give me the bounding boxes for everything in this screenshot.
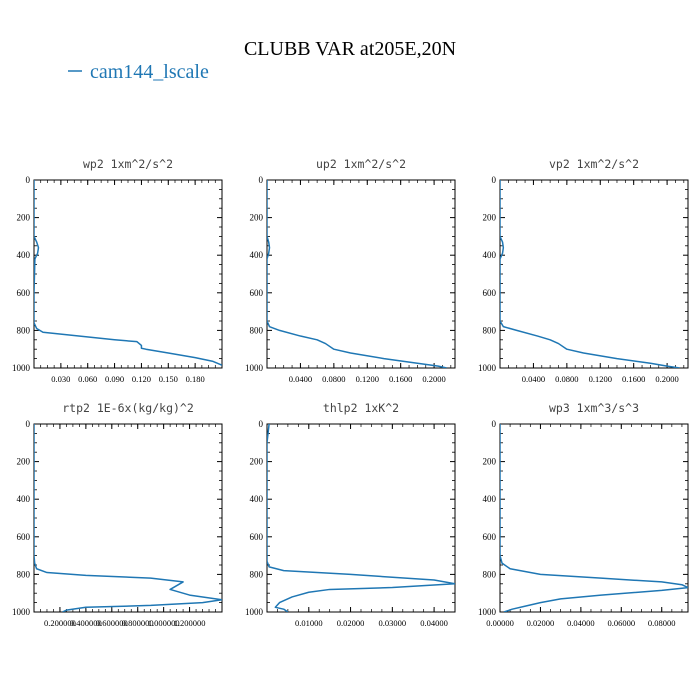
y-tick-label: 600	[17, 532, 31, 542]
y-tick-label: 1000	[245, 607, 264, 617]
y-tick-label: 1000	[12, 607, 31, 617]
x-tick-label: 0.0800	[322, 374, 345, 384]
x-tick-label: 0.060	[78, 374, 97, 384]
y-tick-label: 800	[250, 325, 264, 335]
y-tick-label: 800	[483, 569, 497, 579]
subplot-4: rtp2 1E-6x(kg/kg)^2 0 200 400 600 800 1000 0.20…	[12, 401, 223, 628]
y-tick-label: 1000	[12, 363, 31, 373]
subplot-5: thlp2 1xK^2 0 200 400 600 800 1000 0.01000 0.020…	[245, 401, 456, 628]
y-tick-label: 200	[17, 213, 31, 223]
x-tick-label: 0.090	[105, 374, 124, 384]
x-tick-label: 0.1600	[622, 374, 645, 384]
series-line-cam144_lscale	[500, 424, 688, 612]
figure-legend: cam144_lscale	[68, 61, 209, 83]
x-tick-label: 0.120	[132, 374, 151, 384]
series-line-cam144_lscale	[500, 180, 680, 368]
y-tick-label: 400	[250, 494, 264, 504]
subplot-title: thlp2 1xK^2	[323, 401, 399, 415]
x-tick-label: 0.180	[186, 374, 205, 384]
x-tick-label: 0.0400	[289, 374, 312, 384]
x-tick-label: 0.030	[51, 374, 70, 384]
x-tick-label: 0.600000	[96, 618, 128, 628]
series-line-cam144_lscale	[267, 424, 455, 612]
subplot-title: vp2 1xm^2/s^2	[549, 157, 639, 171]
y-tick-label: 400	[483, 494, 497, 504]
x-tick-label: 0.01000	[295, 618, 323, 628]
plot-frame	[33, 423, 223, 613]
x-tick-label: 1.000000	[148, 618, 180, 628]
y-tick-label: 600	[250, 288, 264, 298]
subplot-title: wp2 1xm^2/s^2	[83, 157, 173, 171]
y-tick-label: 0	[259, 175, 264, 185]
y-tick-label: 800	[483, 325, 497, 335]
subplot-title: wp3 1xm^3/s^3	[549, 401, 639, 415]
y-tick-label: 0	[26, 419, 31, 429]
subplot-1: wp2 1xm^2/s^2 0 200 400 600 800 1000 0.030 0.060…	[12, 157, 223, 384]
x-tick-label: 0.08000	[648, 618, 676, 628]
x-tick-label: 0.04000	[567, 618, 595, 628]
y-tick-label: 1000	[245, 363, 264, 373]
y-tick-label: 200	[483, 213, 497, 223]
y-tick-label: 0	[259, 419, 264, 429]
x-tick-label: 0.1200	[589, 374, 612, 384]
y-tick-label: 600	[250, 532, 264, 542]
x-tick-label: 0.400000	[70, 618, 102, 628]
x-tick-label: 0.0400	[522, 374, 545, 384]
y-tick-label: 200	[250, 213, 264, 223]
y-tick-label: 1000	[478, 363, 497, 373]
subplot-2: up2 1xm^2/s^2 0 200 400 600 800 1000 0.0400 0.08…	[245, 157, 456, 384]
plot-frame	[499, 179, 689, 369]
y-tick-label: 200	[17, 457, 31, 467]
y-tick-label: 400	[17, 494, 31, 504]
x-tick-label: 0.2000	[655, 374, 678, 384]
x-tick-label: 0.03000	[379, 618, 407, 628]
x-tick-label: 0.1200	[356, 374, 379, 384]
x-tick-label: 0.02000	[337, 618, 365, 628]
y-tick-label: 400	[17, 250, 31, 260]
y-tick-label: 800	[250, 569, 264, 579]
plot-frame	[499, 423, 689, 613]
subplot-title: rtp2 1E-6x(kg/kg)^2	[62, 401, 194, 415]
y-tick-label: 800	[17, 325, 31, 335]
x-tick-label: 0.06000	[607, 618, 635, 628]
series-line-cam144_lscale	[34, 180, 222, 366]
x-tick-label: 0.02000	[527, 618, 555, 628]
y-tick-label: 800	[17, 569, 31, 579]
y-tick-label: 600	[483, 288, 497, 298]
y-tick-label: 400	[250, 250, 264, 260]
y-tick-label: 0	[492, 175, 497, 185]
x-tick-label: 0.2000	[422, 374, 445, 384]
y-tick-label: 0	[492, 419, 497, 429]
subplot-3: vp2 1xm^2/s^2 0 200 400 600 800 1000 0.0400 0.08…	[478, 157, 689, 384]
x-tick-label: 0.04000	[420, 618, 448, 628]
x-tick-label: 1.200000	[174, 618, 206, 628]
x-tick-label: 0.150	[159, 374, 178, 384]
x-tick-label: 0.200000	[44, 618, 76, 628]
figure-title: CLUBB VAR at205E,20N	[244, 38, 456, 60]
series-line-cam144_lscale	[267, 180, 447, 368]
plot-frame	[33, 179, 223, 369]
series-line-cam144_lscale	[34, 424, 222, 612]
y-tick-label: 600	[17, 288, 31, 298]
y-tick-label: 0	[26, 175, 31, 185]
plot-frame	[266, 423, 456, 613]
y-tick-label: 400	[483, 250, 497, 260]
x-tick-label: 0.1600	[389, 374, 412, 384]
legend-label: cam144_lscale	[90, 61, 209, 83]
plot-frame	[266, 179, 456, 369]
y-tick-label: 1000	[478, 607, 497, 617]
y-tick-label: 200	[250, 457, 264, 467]
x-tick-label: 0.00000	[486, 618, 514, 628]
x-tick-label: 0.800000	[122, 618, 154, 628]
y-tick-label: 200	[483, 457, 497, 467]
y-tick-label: 600	[483, 532, 497, 542]
x-tick-label: 0.0800	[555, 374, 578, 384]
subplot-title: up2 1xm^2/s^2	[316, 157, 406, 171]
subplot-grid: wp2 1xm^2/s^2 0 200 400 600 800 1000 0.030 0.060…	[12, 157, 689, 628]
